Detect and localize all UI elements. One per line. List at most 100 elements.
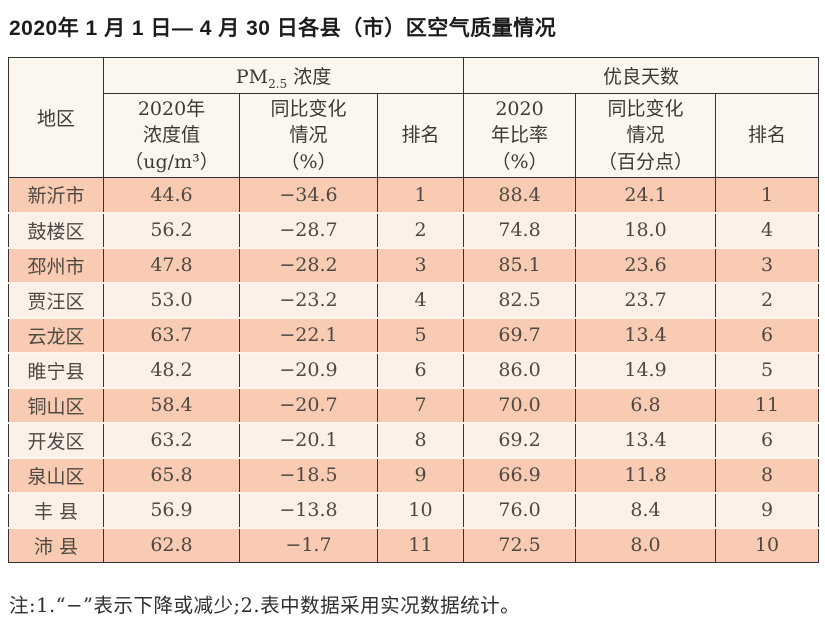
- good-rank-cell: 1: [715, 177, 820, 214]
- region-cell: 铜山区: [8, 386, 104, 424]
- pm-rank-cell: 8: [376, 421, 465, 459]
- region-cell: 鼓楼区: [8, 211, 104, 249]
- pm-value-cell: 65.8: [103, 456, 240, 494]
- pm-rank-cell: 10: [376, 491, 465, 529]
- pm25-label-suffix: 浓度: [287, 66, 332, 88]
- pm-change-cell: −34.6: [239, 177, 378, 214]
- good-rank-cell: 6: [715, 421, 820, 459]
- pm-rank-cell: 5: [376, 316, 465, 354]
- table-row: 云龙区 63.7 −22.1 5 69.7 13.4 6: [8, 316, 820, 354]
- pm-change-cell: −1.7: [239, 526, 378, 563]
- good-change-cell: 14.9: [575, 351, 717, 389]
- pm-change-cell: −22.1: [239, 316, 378, 354]
- pm-rank-cell: 4: [376, 281, 465, 319]
- region-cell: 邳州市: [8, 246, 104, 284]
- pm25-label-subscript: 2.5: [268, 76, 288, 91]
- region-cell: 睢宁县: [8, 351, 104, 389]
- good-change-cell: 18.0: [575, 211, 717, 249]
- good-rank-cell: 5: [715, 351, 820, 389]
- column-header-pm-value: 2020年 浓度值 （ug/m³）: [103, 93, 240, 178]
- column-group-good-days: 优良天数: [463, 57, 820, 94]
- good-change-cell: 13.4: [575, 316, 717, 354]
- good-change-cell: 23.6: [575, 246, 717, 284]
- pm-rank-cell: 2: [376, 211, 465, 249]
- pm-rank-cell: 11: [376, 526, 465, 563]
- good-change-cell: 13.4: [575, 421, 717, 459]
- table-row: 沛 县 62.8 −1.7 11 72.5 8.0 10: [8, 526, 820, 563]
- pm-value-cell: 48.2: [103, 351, 240, 389]
- table-row: 铜山区 58.4 −20.7 7 70.0 6.8 11: [8, 386, 820, 424]
- pm-change-cell: −28.7: [239, 211, 378, 249]
- column-header-region: 地区: [8, 57, 104, 178]
- page-title: 2020年 1 月 1 日— 4 月 30 日各县（市）区空气质量情况: [9, 17, 557, 40]
- column-header-pm-rank: 排名: [376, 93, 465, 178]
- table-row: 泉山区 65.8 −18.5 9 66.9 11.8 8: [8, 456, 820, 494]
- good-ratio-cell: 72.5: [463, 526, 577, 563]
- good-change-cell: 6.8: [575, 386, 717, 424]
- region-cell: 开发区: [8, 421, 104, 459]
- good-rank-cell: 6: [715, 316, 820, 354]
- good-ratio-cell: 85.1: [463, 246, 577, 284]
- table-row: 贾汪区 53.0 −23.2 4 82.5 23.7 2: [8, 281, 820, 319]
- pm-value-cell: 56.9: [103, 491, 240, 529]
- table-row: 睢宁县 48.2 −20.9 6 86.0 14.9 5: [8, 351, 820, 389]
- good-change-cell: 23.7: [575, 281, 717, 319]
- pm-change-cell: −18.5: [239, 456, 378, 494]
- pm-rank-cell: 9: [376, 456, 465, 494]
- pm-rank-cell: 3: [376, 246, 465, 284]
- pm-value-cell: 62.8: [103, 526, 240, 563]
- pm-change-cell: −23.2: [239, 281, 378, 319]
- good-change-cell: 24.1: [575, 177, 717, 214]
- good-change-cell: 11.8: [575, 456, 717, 494]
- column-header-pm-change: 同比变化 情况 （%）: [239, 93, 378, 178]
- pm-change-cell: −28.2: [239, 246, 378, 284]
- good-rank-cell: 10: [715, 526, 820, 563]
- column-header-good-change: 同比变化 情况 （百分点）: [575, 93, 717, 178]
- good-ratio-cell: 88.4: [463, 177, 577, 214]
- pm-value-cell: 56.2: [103, 211, 240, 249]
- pm-change-cell: −20.7: [239, 386, 378, 424]
- pm-rank-cell: 7: [376, 386, 465, 424]
- table-row: 开发区 63.2 −20.1 8 69.2 13.4 6: [8, 421, 820, 459]
- table-row: 邳州市 47.8 −28.2 3 85.1 23.6 3: [8, 246, 820, 284]
- table-row: 丰 县 56.9 −13.8 10 76.0 8.4 9: [8, 491, 820, 529]
- good-rank-cell: 3: [715, 246, 820, 284]
- table-row: 新沂市 44.6 −34.6 1 88.4 24.1 1: [8, 177, 820, 214]
- pm-change-cell: −20.9: [239, 351, 378, 389]
- pm-change-cell: −13.8: [239, 491, 378, 529]
- good-rank-cell: 8: [715, 456, 820, 494]
- pm25-label-prefix: PM: [235, 66, 269, 88]
- column-group-pm25: PM2.5 浓度: [102, 57, 465, 94]
- table-header: 地区 PM2.5 浓度 优良天数 2020年 浓度值 （ug/m³） 同比变化 …: [8, 57, 820, 178]
- pm-rank-cell: 1: [376, 177, 465, 214]
- good-ratio-cell: 76.0: [463, 491, 577, 529]
- good-ratio-cell: 74.8: [463, 211, 577, 249]
- table-row: 鼓楼区 56.2 −28.7 2 74.8 18.0 4: [8, 211, 820, 249]
- good-change-cell: 8.0: [575, 526, 717, 563]
- good-rank-cell: 9: [715, 491, 820, 529]
- pm-value-cell: 53.0: [103, 281, 240, 319]
- good-ratio-cell: 86.0: [463, 351, 577, 389]
- good-ratio-cell: 69.2: [463, 421, 577, 459]
- good-rank-cell: 11: [715, 386, 820, 424]
- good-ratio-cell: 70.0: [463, 386, 577, 424]
- good-change-cell: 8.4: [575, 491, 717, 529]
- table-body: 新沂市 44.6 −34.6 1 88.4 24.1 1 鼓楼区 56.2 −2…: [8, 177, 820, 563]
- column-header-good-rank: 排名: [715, 93, 820, 178]
- good-rank-cell: 2: [715, 281, 820, 319]
- pm-value-cell: 58.4: [103, 386, 240, 424]
- footnote: 注:1.“−”表示下降或减少;2.表中数据采用实况数据统计。: [9, 594, 521, 617]
- pm-rank-cell: 6: [376, 351, 465, 389]
- header-group-row: 地区 PM2.5 浓度 优良天数: [8, 57, 820, 178]
- pm-value-cell: 47.8: [103, 246, 240, 284]
- good-rank-cell: 4: [715, 211, 820, 249]
- air-quality-table: 地区 PM2.5 浓度 优良天数 2020年 浓度值 （ug/m³） 同比变化 …: [8, 57, 820, 563]
- region-cell: 新沂市: [8, 177, 104, 214]
- pm-value-cell: 63.7: [103, 316, 240, 354]
- pm-value-cell: 44.6: [103, 177, 240, 214]
- pm-value-cell: 63.2: [103, 421, 240, 459]
- good-ratio-cell: 66.9: [463, 456, 577, 494]
- good-ratio-cell: 69.7: [463, 316, 577, 354]
- region-cell: 泉山区: [8, 456, 104, 494]
